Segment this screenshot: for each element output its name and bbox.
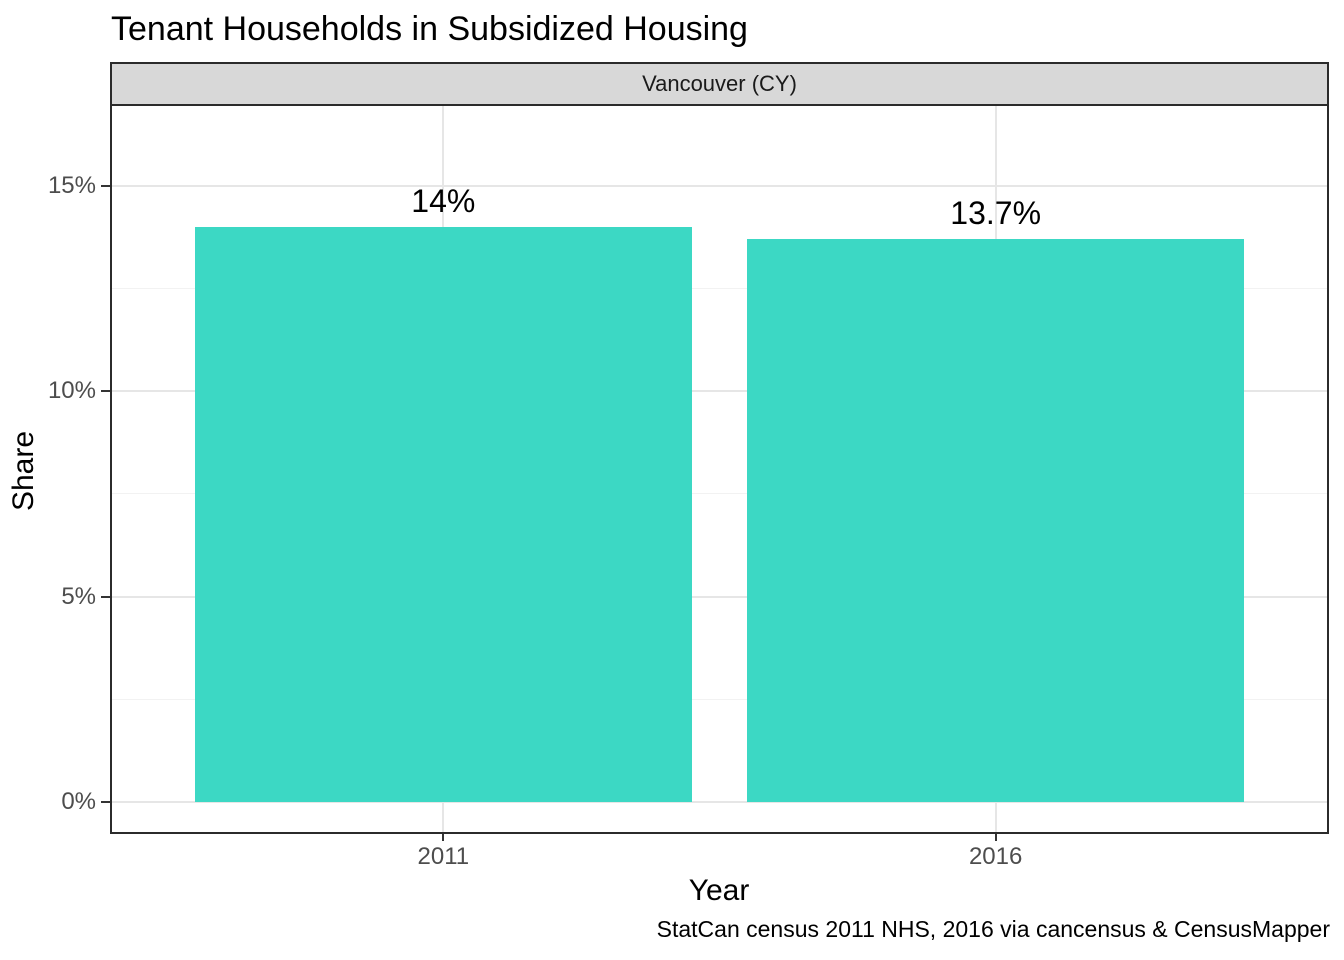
y-tick-label: 0% [61,788,96,815]
y-axis-title: Share [7,430,40,512]
chart-panel: 14% 13.7% [110,106,1329,834]
bar-2011 [194,227,692,802]
x-axis-title: Year [688,874,750,907]
gridline-major [112,184,1327,187]
bar-2016 [747,239,1245,802]
bar-value-label: 14% [411,183,476,220]
gridline-major [112,390,1327,393]
caption: StatCan census 2011 NHS, 2016 via cancen… [656,916,1330,942]
y-tick-mark [101,801,110,803]
y-tick-label: 10% [47,377,96,405]
gridline-major [112,595,1327,598]
facet-strip-label: Vancouver (CY) [642,71,797,96]
x-tick-mark [442,834,445,841]
gridline-major [112,801,1327,803]
y-tick-mark [101,595,110,598]
facet-strip: Vancouver (CY) [110,62,1329,106]
x-tick-label: 2011 [417,843,470,870]
x-tick-label: 2016 [968,843,1023,870]
y-tick-mark [101,184,110,187]
plot-title: Tenant Households in Subsidized Housing [111,10,748,48]
y-tick-mark [101,390,110,393]
y-tick-label: 15% [47,171,96,199]
x-tick-mark [994,834,997,841]
y-tick-label: 5% [61,582,96,610]
plot-area: 14% 13.7% [112,106,1327,832]
gridline-minor [112,493,1327,495]
gridline-minor [112,288,1327,290]
bar-value-label: 13.7% [950,195,1042,232]
gridline-minor [112,698,1327,700]
